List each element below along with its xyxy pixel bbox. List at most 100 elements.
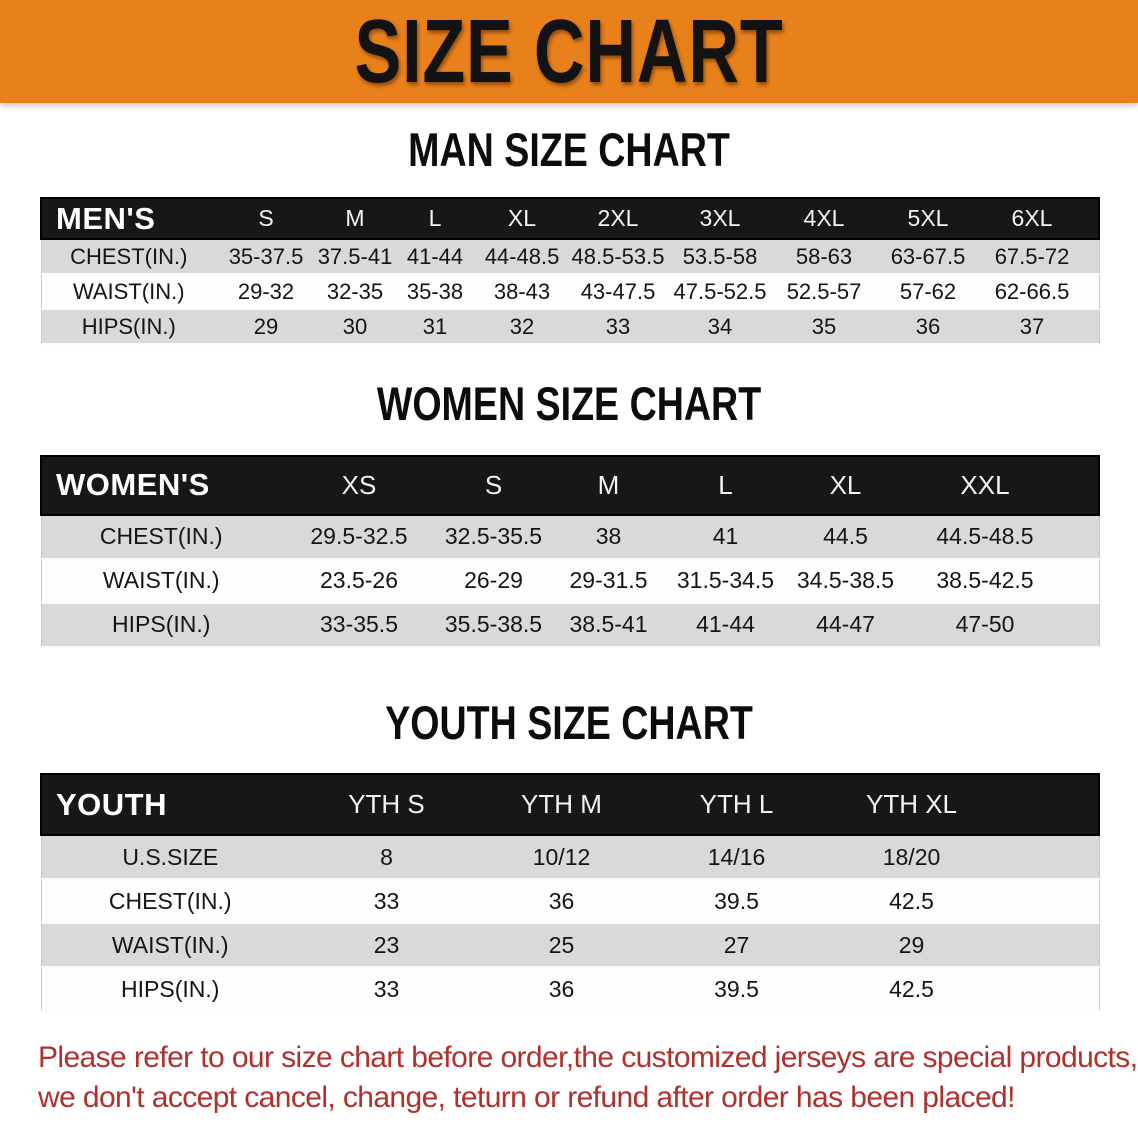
size-value-cell: 31.5-34.5: [676, 567, 775, 594]
women-section-heading: WOMEN SIZE CHART: [376, 377, 762, 431]
size-value-cell: 26-29: [464, 567, 523, 594]
size-value-cell: 62-66.5: [994, 278, 1070, 304]
measurement-row: WAIST(IN.) 29-32 32-35 35-38 38-43 43-47.5 47.…: [41, 274, 1099, 310]
size-value-cell: 31: [422, 313, 448, 339]
spacer-cell: [1063, 603, 1099, 647]
size-value-cell: 32.5-35.5: [444, 523, 543, 550]
size-value-cell: 63-67.5: [890, 243, 966, 269]
size-value-cell: 33: [605, 313, 631, 339]
spacer-cell: [1084, 239, 1099, 274]
measurement-row-label: CHEST(IN.): [70, 243, 188, 269]
spacer-cell: [999, 923, 1099, 967]
size-value-cell: 33: [373, 887, 400, 914]
size-value-cell: 35-38: [406, 278, 464, 304]
size-column-header: 3XL: [699, 205, 741, 232]
size-value-cell: 42.5: [889, 887, 934, 914]
size-value-cell: 33-35.5: [319, 611, 398, 638]
size-column-header: S: [484, 469, 503, 500]
size-column-header: S: [258, 205, 274, 232]
size-column-header: 5XL: [907, 205, 949, 232]
size-column-header: YTH XL: [865, 789, 958, 820]
measurement-row: WAIST(IN.) 23 25 27 29: [41, 923, 1099, 968]
measurement-row: HIPS(IN.) 33 36 39.5 42.5: [41, 967, 1099, 1012]
measurement-row-label: CHEST(IN.): [99, 523, 223, 550]
size-column-header: 6XL: [1011, 205, 1053, 232]
size-value-cell: 67.5-72: [994, 243, 1070, 269]
size-value-cell: 42.5: [889, 975, 934, 1002]
size-value-cell: 35-37.5: [228, 243, 304, 269]
size-column-header: L: [428, 205, 442, 232]
size-value-cell: 39.5: [714, 975, 759, 1002]
spacer-cell: [999, 967, 1099, 1011]
spacer-cell: [999, 879, 1099, 923]
size-value-cell: 38: [595, 523, 622, 550]
size-value-cell: 23.5-26: [319, 567, 398, 594]
measurement-row: CHEST(IN.) 33 36 39.5 42.5: [41, 879, 1099, 924]
size-value-cell: 38-43: [493, 278, 551, 304]
table-group-label: MEN'S: [56, 200, 156, 236]
disclaimer-line-1: Please refer to our size chart before or…: [38, 1041, 1138, 1075]
spacer-cell: [1063, 559, 1099, 603]
disclaimer-line-2: we don't accept cancel, change, teturn o…: [38, 1080, 1015, 1114]
size-column-header: L: [718, 469, 733, 500]
men-size-table: MEN'S S M L XL 2XL 3XL 4XL 5XL 6XL CHEST(IN.) 35-37…: [40, 197, 1100, 346]
measurement-row: HIPS(IN.) 29 30 31 32 33 34 35 36 37: [41, 309, 1099, 345]
size-chart-banner: SIZE CHART: [0, 0, 1138, 103]
measurement-row-label: WAIST(IN.): [102, 567, 220, 594]
spacer-cell: [1063, 515, 1099, 559]
size-column-header: 2XL: [597, 205, 639, 232]
size-value-cell: 29-32: [237, 278, 295, 304]
size-value-cell: 41-44: [696, 611, 755, 638]
measurement-row-label: HIPS(IN.): [112, 611, 211, 638]
size-value-cell: 36: [548, 887, 575, 914]
men-section-heading: MAN SIZE CHART: [408, 123, 730, 176]
measurement-row-label: WAIST(IN.): [111, 931, 229, 958]
disclaimer-note: Please refer to our size chart before or…: [38, 1038, 1138, 1118]
size-value-cell: 27: [723, 931, 750, 958]
spacer-cell: [999, 774, 1099, 835]
size-value-cell: 34: [707, 313, 733, 339]
size-value-cell: 48.5-53.5: [571, 243, 665, 269]
measurement-row-label: U.S.SIZE: [122, 843, 219, 870]
measurement-row: U.S.SIZE 8 10/12 14/16 18/20: [41, 835, 1099, 880]
measurement-row-label: CHEST(IN.): [108, 887, 232, 914]
size-value-cell: 44.5: [823, 523, 868, 550]
size-value-cell: 44-48.5: [484, 243, 560, 269]
measurement-row-label: HIPS(IN.): [81, 313, 176, 339]
measurement-row: CHEST(IN.) 35-37.5 37.5-41 41-44 44-48.5 48.5…: [41, 239, 1099, 275]
men-size-section: MAN SIZE CHART MEN'S S M L XL 2XL 3XL 4XL 5XL 6XL…: [0, 123, 1138, 346]
size-value-cell: 43-47.5: [580, 278, 656, 304]
size-value-cell: 44-47: [816, 611, 875, 638]
size-value-cell: 33: [373, 975, 400, 1002]
size-value-cell: 23: [373, 931, 400, 958]
youth-section-heading: YOUTH SIZE CHART: [385, 695, 753, 749]
spacer-cell: [1084, 309, 1099, 344]
size-value-cell: 52.5-57: [786, 278, 862, 304]
size-value-cell: 25: [548, 931, 575, 958]
size-value-cell: 8: [380, 843, 393, 870]
measurement-row: CHEST(IN.) 29.5-32.5 32.5-35.5 38 41 44.5 44.5…: [41, 514, 1099, 559]
size-value-cell: 36: [548, 975, 575, 1002]
women-size-table: WOMEN'S XS S M L XL XXL CHEST(IN.) 29.5-32.5 32.5…: [40, 454, 1100, 648]
table-group-label: WOMEN'S: [56, 467, 210, 503]
size-value-cell: 37.5-41: [317, 243, 393, 269]
size-value-cell: 30: [342, 313, 368, 339]
size-value-cell: 38.5-42.5: [936, 567, 1034, 594]
size-value-cell: 47.5-52.5: [673, 278, 767, 304]
measurement-row-label: HIPS(IN.): [121, 975, 220, 1002]
youth-size-table: YOUTH YTH S YTH M YTH L YTH XL U.S.SIZE 8 10/12…: [40, 773, 1100, 1013]
size-column-header: XXL: [960, 469, 1010, 500]
youth-size-section: YOUTH SIZE CHART YOUTH YTH S YTH M YTH L YTH…: [0, 695, 1138, 1013]
size-column-header: 4XL: [803, 205, 845, 232]
size-value-cell: 47-50: [955, 611, 1015, 638]
size-value-cell: 29: [253, 313, 279, 339]
size-value-cell: 29: [898, 931, 925, 958]
size-column-header: XS: [341, 469, 377, 500]
size-value-cell: 41-44: [406, 243, 464, 269]
size-value-cell: 29-31.5: [569, 567, 648, 594]
measurement-row-label: WAIST(IN.): [72, 278, 185, 304]
size-column-header: M: [597, 469, 620, 500]
page-title: SIZE CHART: [354, 1, 784, 102]
size-value-cell: 41: [712, 523, 739, 550]
size-value-cell: 32: [509, 313, 535, 339]
